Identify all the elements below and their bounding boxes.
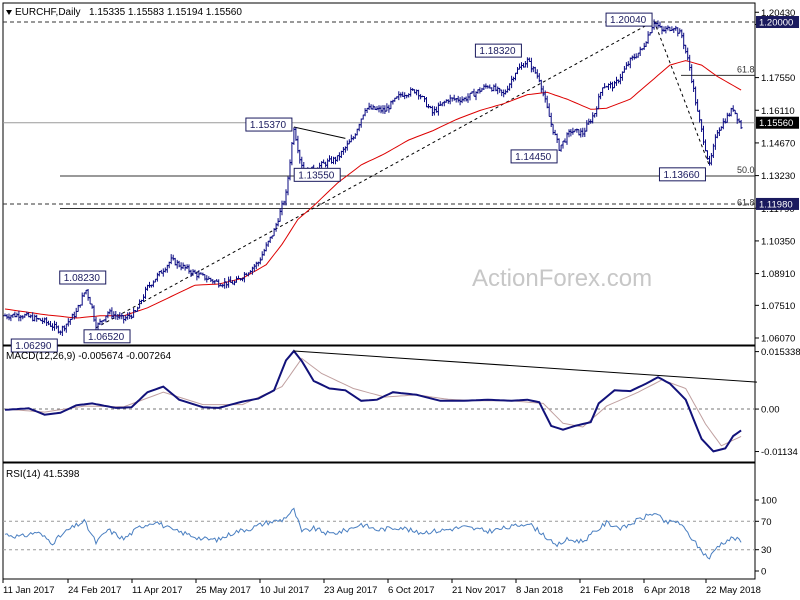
price-label-box: [474, 43, 522, 58]
price-label-text: 1.13550: [298, 170, 335, 181]
macd-main-line: [4, 349, 742, 453]
price-label-text: 1.06290: [15, 341, 52, 352]
trendline: [653, 20, 710, 167]
price-axis: 1.204301.198901.175501.161101.146701.132…: [755, 8, 795, 345]
price-tick-label: 1.08910: [761, 269, 795, 280]
macd-tick-label: -0.01134: [761, 447, 798, 458]
price-tick-label: 1.20430: [761, 8, 795, 19]
level-tag: [756, 16, 799, 29]
time-tick-label: 23 Aug 2017: [324, 585, 377, 596]
trendline: [95, 20, 655, 329]
time-tick-label: 11 Apr 2017: [132, 585, 183, 596]
time-tick-label: 10 Jul 2017: [260, 585, 309, 596]
price-label-text: 1.20040: [610, 15, 647, 26]
ohlc-bar: [739, 120, 743, 129]
time-tick-label: 22 May 2018: [706, 585, 761, 596]
trendlines: [95, 20, 710, 329]
chart-header: EURCHF,Daily 1.15335 1.15583 1.15194 1.1…: [6, 7, 242, 18]
fibonacci-levels: 61.8 50.0 61.8: [60, 64, 755, 209]
price-tick-label: 1.10350: [761, 236, 795, 247]
price-label-box: [658, 167, 706, 182]
time-tick-label: 21 Nov 2017: [452, 585, 506, 596]
price-tick-label: 1.17550: [761, 73, 795, 84]
price-label-text: 1.06520: [88, 332, 125, 343]
price-tick-label: 1.16110: [761, 106, 795, 117]
level-tag-label: 1.15560: [759, 118, 793, 129]
price-label-box: [245, 117, 293, 132]
rsi-tick-label: 70: [761, 517, 772, 528]
level-tag-label: 1.20000: [759, 18, 793, 29]
price-label-box: [83, 329, 131, 344]
price-label-text: 1.13660: [663, 170, 700, 181]
rsi-indicator: RSI(14) 41.5398 100 70 30 0: [3, 469, 777, 578]
time-tick-label: 21 Feb 2018: [580, 585, 633, 596]
level-tags: 1.20000 1.11980 1.15560: [756, 16, 799, 210]
time-tick-label: 25 May 2017: [196, 585, 251, 596]
level-tag: [756, 197, 799, 210]
fib-level-label: 61.8: [737, 197, 755, 207]
fib-level-label: 61.8: [737, 64, 755, 74]
price-label-box: [59, 270, 107, 285]
macd-indicator: MACD(12,26,9) -0.005674 -0.007264 0.0153…: [3, 347, 800, 458]
time-tick-label: 6 Apr 2018: [644, 585, 690, 596]
level-tag: [756, 116, 799, 129]
price-label-text: 1.08230: [64, 273, 101, 284]
time-tick-label: 6 Oct 2017: [388, 585, 434, 596]
rsi-title: RSI(14) 41.5398: [6, 469, 80, 480]
rsi-tick-label: 0: [761, 567, 766, 578]
time-axis: 11 Jan 2017 24 Feb 2017 11 Apr 2017 25 May …: [2, 579, 761, 596]
watermark: ActionForex.com: [472, 265, 652, 292]
macd-signal-line: [4, 357, 742, 447]
price-label-box: [510, 149, 558, 164]
macd-title: MACD(12,26,9) -0.005674 -0.007264: [6, 351, 172, 362]
header-dropdown-icon[interactable]: [6, 10, 12, 15]
price-label-text: 1.14450: [515, 152, 552, 163]
price-tick-label: 1.07510: [761, 301, 795, 312]
price-label-box: [10, 338, 58, 353]
price-label-box: [293, 167, 341, 182]
price-tick-label: 1.14670: [761, 138, 795, 149]
macd-tick-label: 0.015338: [761, 347, 800, 358]
ohlc-readout: 1.15335 1.15583 1.15194 1.15560: [89, 7, 242, 18]
symbol-label: EURCHF,Daily: [15, 7, 81, 18]
time-tick-label: 24 Feb 2017: [68, 585, 121, 596]
trendline: [293, 126, 346, 139]
macd-panel-frame: [2, 345, 756, 463]
time-tick-label: 8 Jan 2018: [516, 585, 563, 596]
fib-level-label: 50.0: [737, 165, 755, 175]
price-label-box: [605, 12, 653, 27]
price-label-text: 1.18320: [479, 46, 516, 57]
price-panel-frame: [2, 2, 756, 346]
price-label-text: 1.15370: [250, 120, 287, 131]
macd-trendline: [293, 350, 757, 383]
rsi-line: [4, 507, 742, 560]
price-labels: 1.06290 1.08230 1.06520 1.15370 1.13550 1.183…: [10, 12, 706, 353]
rsi-tick-label: 30: [761, 545, 772, 556]
price-tick-label: 1.13230: [761, 171, 795, 182]
rsi-tick-label: 100: [761, 496, 777, 507]
level-tag-label: 1.11980: [759, 199, 793, 210]
price-tick-label: 1.06070: [761, 334, 795, 345]
time-tick-label: 11 Jan 2017: [3, 585, 55, 596]
macd-tick-label: 0.00: [761, 405, 780, 416]
